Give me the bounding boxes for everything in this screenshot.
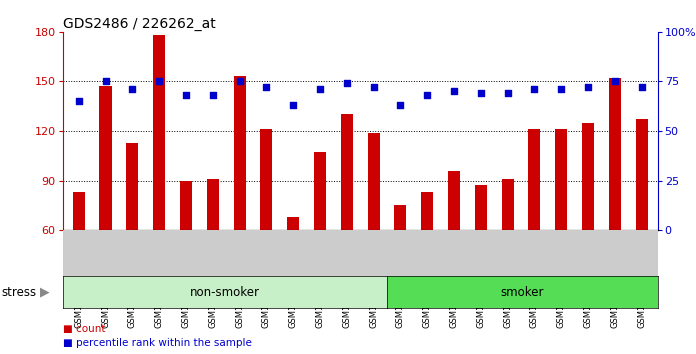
Point: [609, 79, 620, 84]
Bar: [502, 179, 514, 230]
Bar: [555, 129, 567, 230]
Point: [448, 88, 459, 94]
Text: ■ percentile rank within the sample: ■ percentile rank within the sample: [63, 338, 251, 348]
Bar: [421, 192, 433, 230]
Point: [341, 81, 352, 86]
Text: non-smoker: non-smoker: [190, 286, 260, 298]
Text: ▶: ▶: [40, 286, 49, 298]
Text: GDS2486 / 226262_at: GDS2486 / 226262_at: [63, 17, 215, 31]
Point: [287, 102, 299, 108]
Bar: [287, 217, 299, 230]
Bar: [153, 35, 165, 230]
Point: [261, 85, 272, 90]
Bar: [635, 119, 648, 230]
Point: [395, 102, 406, 108]
Point: [127, 86, 138, 92]
Bar: [528, 129, 541, 230]
Bar: [260, 129, 272, 230]
Point: [154, 79, 165, 84]
Point: [100, 79, 111, 84]
Text: smoker: smoker: [500, 286, 544, 298]
Point: [207, 92, 219, 98]
Point: [583, 85, 594, 90]
Point: [73, 98, 84, 104]
Bar: [367, 133, 379, 230]
Bar: [72, 192, 85, 230]
Text: ■ count: ■ count: [63, 324, 105, 334]
Bar: [207, 179, 219, 230]
Bar: [448, 171, 460, 230]
Bar: [475, 185, 487, 230]
Bar: [234, 76, 246, 230]
Bar: [180, 181, 192, 230]
Point: [636, 85, 647, 90]
Bar: [341, 114, 353, 230]
Point: [234, 79, 245, 84]
Point: [529, 86, 540, 92]
Point: [555, 86, 567, 92]
Bar: [395, 205, 406, 230]
Point: [315, 86, 326, 92]
Bar: [609, 78, 621, 230]
Point: [368, 85, 379, 90]
Bar: [100, 86, 111, 230]
Point: [422, 92, 433, 98]
Bar: [126, 143, 139, 230]
Point: [502, 91, 513, 96]
Point: [180, 92, 191, 98]
Bar: [582, 123, 594, 230]
Point: [475, 91, 487, 96]
Text: stress: stress: [1, 286, 36, 298]
Bar: [314, 153, 326, 230]
